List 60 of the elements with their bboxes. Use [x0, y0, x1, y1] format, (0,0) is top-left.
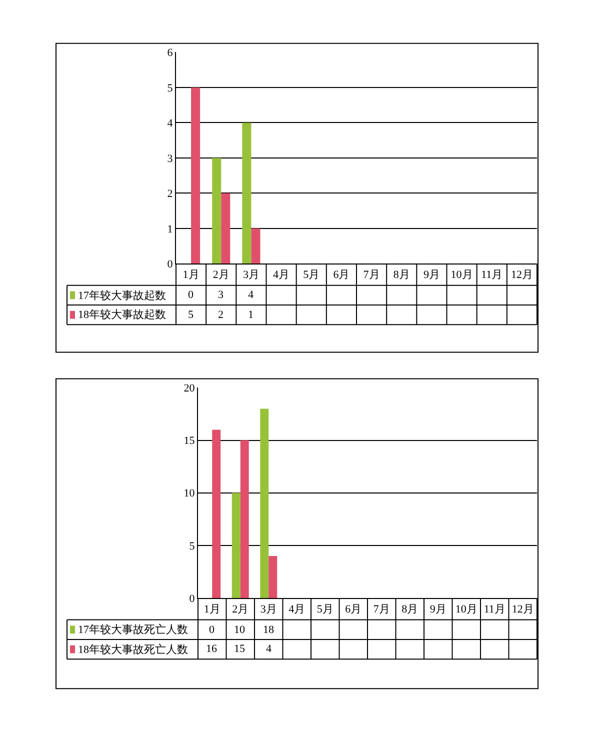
data-label: 0 [209, 624, 215, 636]
x-tick-label: 1月 [182, 268, 200, 281]
data-label: 1 [248, 309, 254, 321]
legend-label: 17年较大事故起数 [78, 289, 166, 302]
legend-label: 18年较大事故起数 [78, 308, 166, 321]
bar [268, 556, 278, 598]
legend-label: 18年较大事故死亡人数 [78, 643, 188, 656]
y-tick-label: 15 [184, 435, 196, 448]
bar [260, 408, 269, 598]
data-label: 18 [263, 624, 274, 636]
y-tick-label: 5 [167, 82, 174, 94]
x-tick-label: 3月 [242, 268, 260, 281]
x-tick-label: 12月 [512, 603, 534, 616]
x-tick-label: 2月 [212, 268, 230, 281]
x-tick-label: 4月 [273, 268, 290, 281]
y-tick-label: 5 [189, 540, 196, 552]
y-tick-label: 4 [167, 118, 174, 130]
x-tick-label: 7月 [373, 603, 390, 616]
x-tick-label: 6月 [333, 268, 350, 281]
x-tick-label: 10月 [450, 268, 473, 281]
x-tick-label: 1月 [204, 603, 220, 616]
y-tick-label: 20 [184, 382, 196, 394]
x-tick-label: 5月 [303, 268, 320, 281]
x-tick-label: 8月 [402, 603, 418, 616]
y-tick-label: 0 [167, 258, 174, 271]
x-tick-label: 11月 [481, 268, 503, 281]
x-tick-label: 3月 [260, 603, 277, 616]
legend-label: 17年较大事故死亡人数 [78, 623, 188, 636]
x-tick-label: 11月 [484, 603, 506, 616]
x-tick-label: 6月 [345, 603, 362, 616]
y-tick-label: 6 [167, 47, 174, 60]
x-tick-label: 12月 [510, 268, 533, 281]
y-tick-label: 3 [167, 152, 174, 165]
x-tick-label: 2月 [232, 603, 249, 616]
x-tick-label: 5月 [316, 603, 334, 616]
bar [251, 228, 260, 264]
data-label: 4 [266, 643, 272, 655]
x-tick-label: 4月 [288, 603, 306, 616]
data-label: 3 [218, 289, 224, 301]
x-tick-label: 10月 [455, 603, 478, 616]
y-tick-label: 2 [167, 188, 173, 200]
bar [221, 193, 230, 264]
data-label: 10 [234, 624, 246, 636]
bar [232, 492, 240, 598]
y-tick-label: 1 [167, 223, 173, 236]
x-tick-label: 7月 [363, 268, 380, 281]
bar [212, 158, 222, 264]
bar [242, 122, 252, 264]
y-tick-label: 0 [189, 592, 196, 605]
x-tick-label: 9月 [423, 268, 440, 281]
data-label: 16 [206, 643, 218, 655]
bar [212, 430, 221, 598]
x-tick-label: 9月 [430, 603, 446, 616]
y-tick-label: 10 [184, 488, 196, 500]
data-label: 2 [218, 309, 224, 321]
bar [191, 87, 200, 264]
data-label: 4 [248, 289, 254, 301]
data-label: 15 [234, 643, 246, 655]
x-tick-label: 8月 [393, 268, 410, 281]
bar [240, 440, 249, 598]
